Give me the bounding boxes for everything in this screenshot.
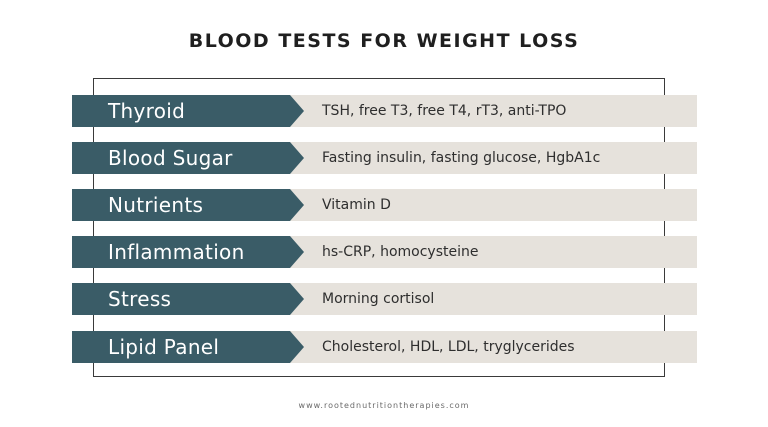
website-footer: www.rootednutritiontherapies.com	[298, 401, 470, 410]
row-label: Stress	[108, 287, 172, 311]
row-value: Vitamin D	[322, 197, 391, 213]
row-value: Morning cortisol	[322, 291, 435, 307]
row-value: TSH, free T3, free T4, rT3, anti-TPO	[322, 103, 567, 119]
row-label-arrow	[72, 189, 304, 221]
list-item-nutrients: Nutrients Vitamin D	[72, 189, 697, 221]
row-label-arrow	[72, 236, 304, 268]
row-label-arrow	[72, 331, 304, 363]
page-title: BLOOD TESTS FOR WEIGHT LOSS	[188, 30, 580, 52]
list-item-thyroid: Thyroid TSH, free T3, free T4, rT3, anti…	[72, 95, 697, 127]
tests-list: Thyroid TSH, free T3, free T4, rT3, anti…	[72, 0, 697, 427]
row-label: Lipid Panel	[108, 335, 220, 359]
row-value: Cholesterol, HDL, LDL, tryglycerides	[322, 339, 575, 355]
row-value: Fasting insulin, fasting glucose, HgbA1c	[322, 150, 601, 166]
list-item-stress: Stress Morning cortisol	[72, 283, 697, 315]
list-item-blood-sugar: Blood Sugar Fasting insulin, fasting glu…	[72, 142, 697, 174]
outline-frame	[93, 78, 665, 377]
list-item-inflammation: Inflammation hs-CRP, homocysteine	[72, 236, 697, 268]
row-label-arrow	[72, 283, 304, 315]
row-label: Nutrients	[108, 193, 204, 217]
row-value: hs-CRP, homocysteine	[322, 244, 479, 260]
row-label-arrow	[72, 95, 304, 127]
list-item-lipid-panel: Lipid Panel Cholesterol, HDL, LDL, trygl…	[72, 331, 697, 363]
row-label-arrow	[72, 142, 304, 174]
row-label: Thyroid	[108, 99, 186, 123]
row-label: Inflammation	[108, 240, 245, 264]
row-label: Blood Sugar	[108, 146, 233, 170]
